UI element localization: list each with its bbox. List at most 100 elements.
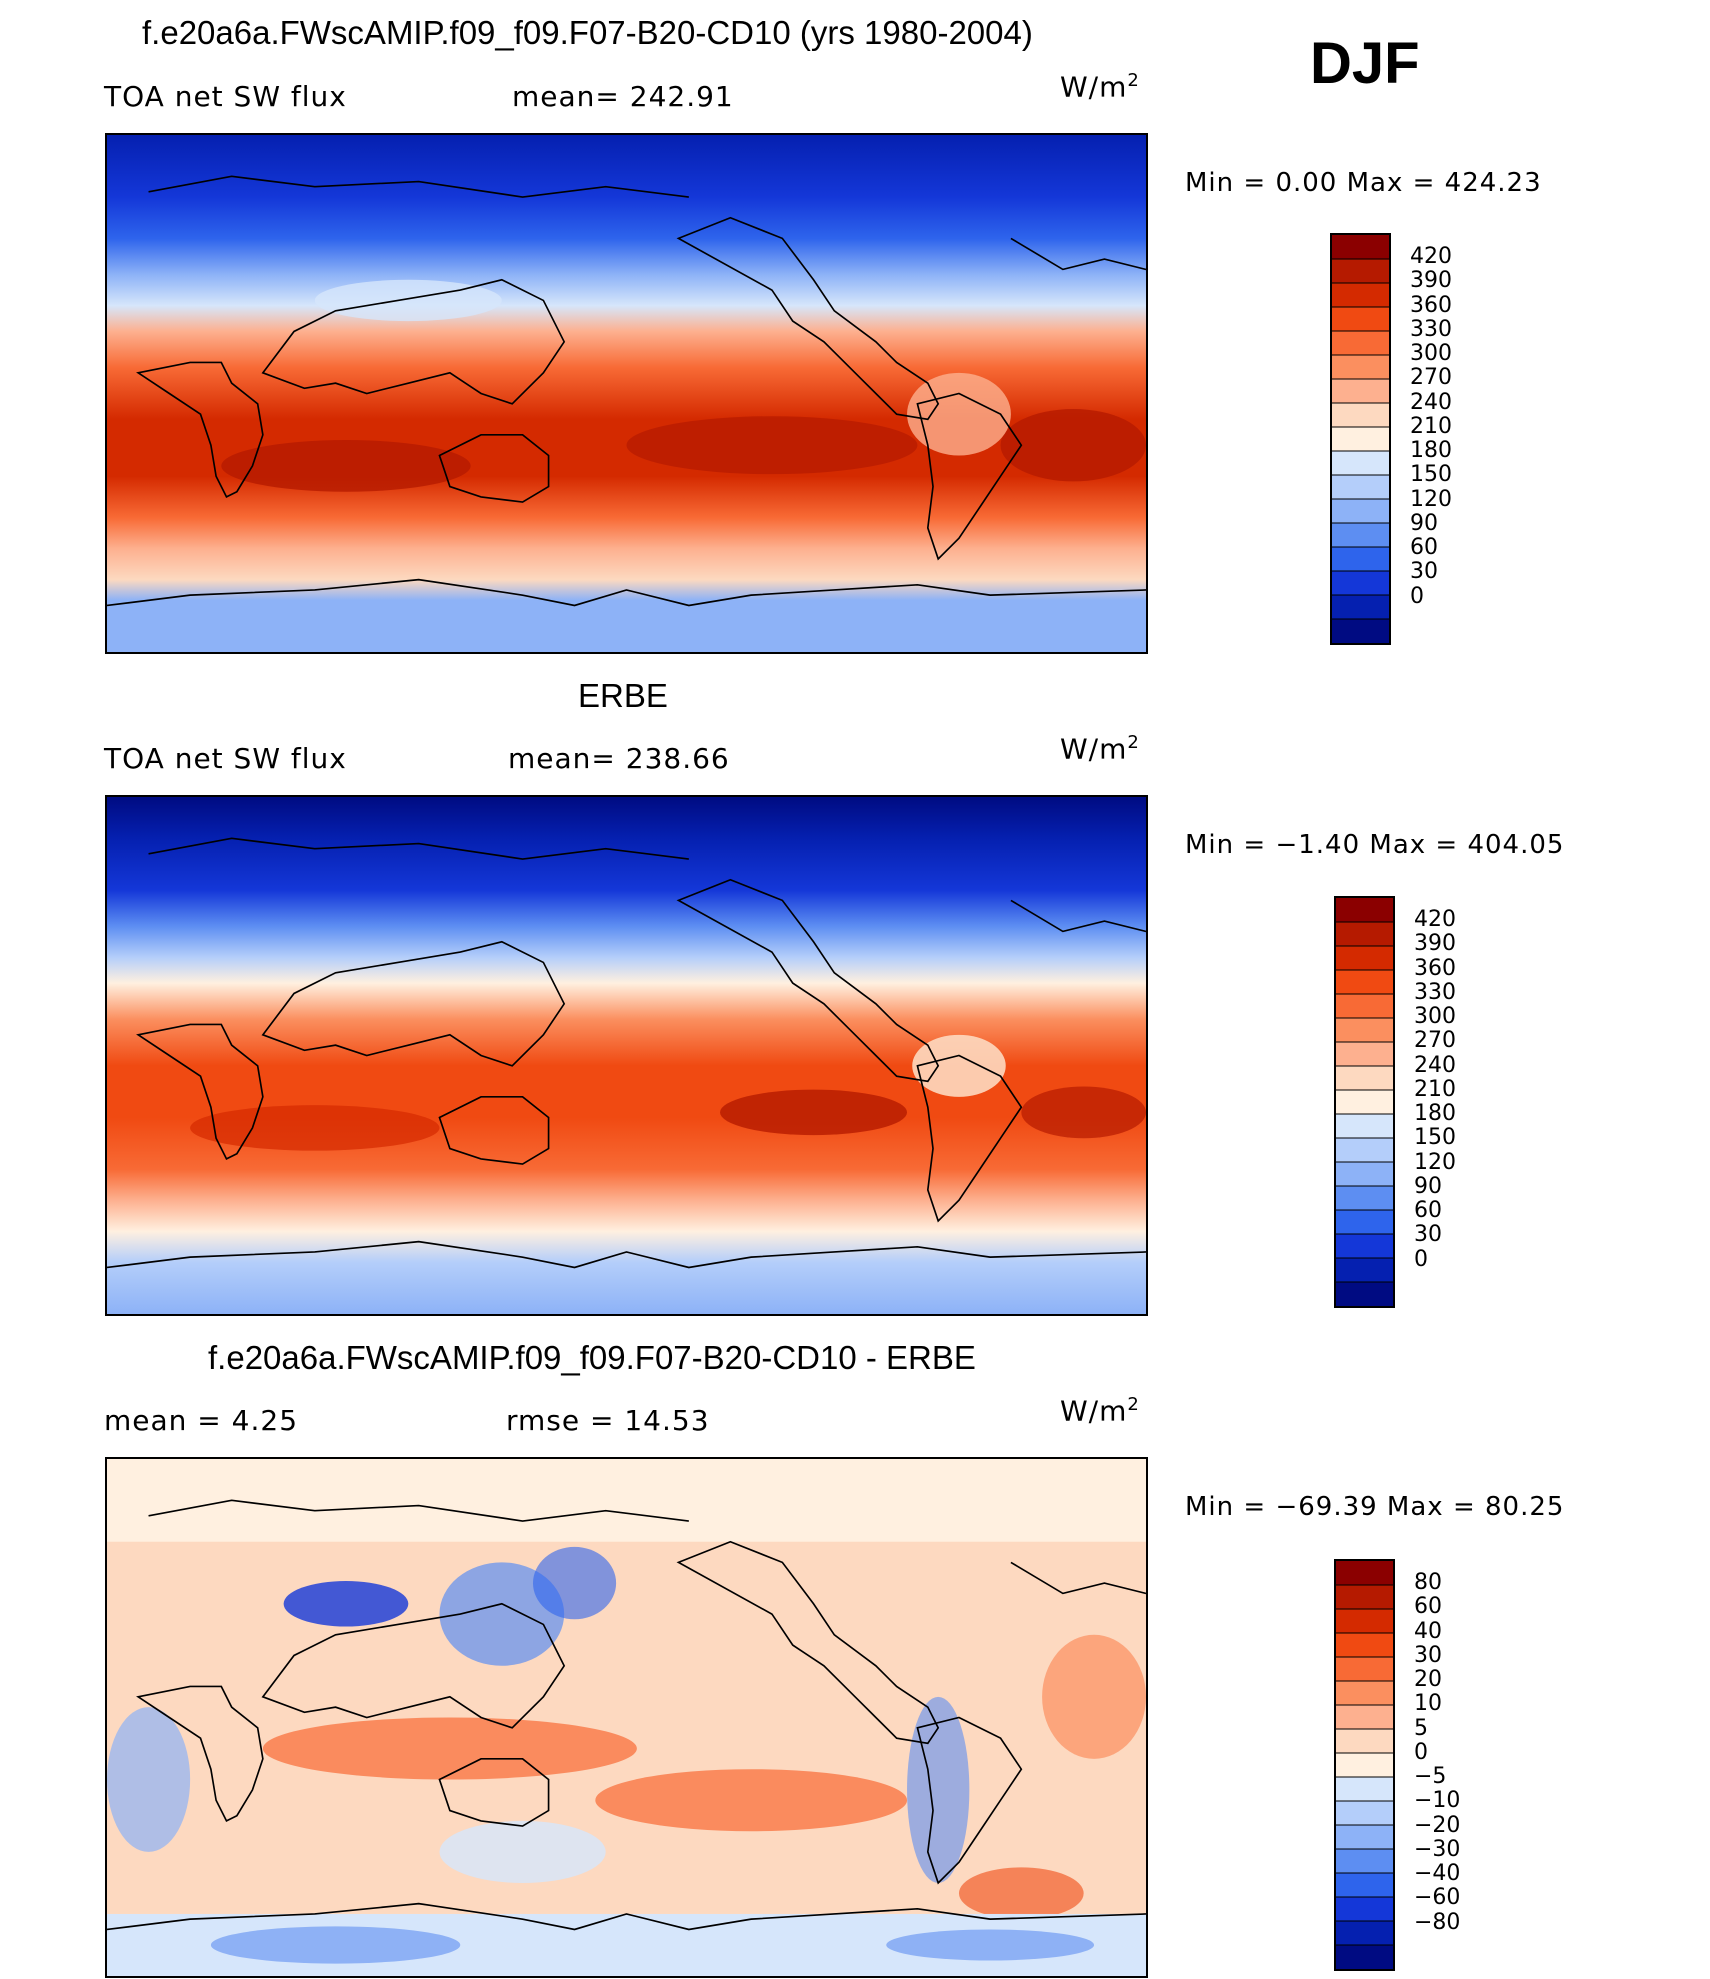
colorbar-label: 30 xyxy=(1414,1642,1442,1668)
panel-3-map xyxy=(105,1457,1148,1978)
colorbar-label: −30 xyxy=(1414,1836,1461,1862)
panel-2-title: ERBE xyxy=(578,677,668,714)
colorbar-swatch xyxy=(1332,571,1389,596)
colorbar-label: 210 xyxy=(1410,413,1452,439)
colorbar-swatch xyxy=(1336,1729,1393,1754)
units-exponent: 2 xyxy=(1127,1394,1140,1415)
panel-1-title: f.e20a6a.FWscAMIP.f09_f09.F07-B20-CD10 (… xyxy=(142,14,1033,51)
panel-1-map-canvas xyxy=(107,135,1146,652)
panel-2-colorbar xyxy=(1334,896,1395,1308)
panel-3-colorbar xyxy=(1334,1559,1395,1971)
colorbar-label: 10 xyxy=(1414,1691,1442,1717)
colorbar-swatch xyxy=(1336,1258,1393,1283)
panel-2-units: W/m2 xyxy=(1060,732,1140,765)
panel-2-variable-label: TOA net SW flux xyxy=(104,742,347,775)
panel-2-map-canvas xyxy=(107,797,1146,1314)
colorbar-swatch xyxy=(1332,427,1389,452)
colorbar-label: −60 xyxy=(1414,1885,1461,1911)
panel-1-mean-label: mean= 242.91 xyxy=(512,80,734,113)
colorbar-swatch xyxy=(1336,1210,1393,1235)
colorbar-swatch xyxy=(1336,1282,1393,1306)
panel-3-coastlines xyxy=(107,1499,1146,1931)
colorbar-swatch xyxy=(1336,1162,1393,1187)
colorbar-swatch xyxy=(1336,970,1393,995)
colorbar-label: 120 xyxy=(1410,486,1452,512)
panel-2-coastlines xyxy=(107,837,1146,1269)
colorbar-label: −5 xyxy=(1414,1764,1447,1790)
colorbar-swatch xyxy=(1332,499,1389,524)
colorbar-label: 360 xyxy=(1410,292,1452,318)
colorbar-label: −80 xyxy=(1414,1909,1461,1935)
colorbar-swatch xyxy=(1336,1186,1393,1211)
colorbar-swatch xyxy=(1336,946,1393,971)
panel-3-minmax: Min = −69.39 Max = 80.25 xyxy=(1185,1492,1565,1522)
colorbar-label: 240 xyxy=(1410,389,1452,415)
colorbar-swatch xyxy=(1336,1090,1393,1115)
panel-3-map-canvas xyxy=(107,1459,1146,1976)
colorbar-label: 60 xyxy=(1410,535,1438,561)
colorbar-label: 420 xyxy=(1414,907,1456,933)
colorbar-label: 40 xyxy=(1414,1618,1442,1644)
panel-3-colorbar-swatches xyxy=(1336,1561,1393,1969)
colorbar-swatch xyxy=(1336,898,1393,923)
units-base: W/m xyxy=(1060,70,1128,104)
colorbar-swatch xyxy=(1332,451,1389,476)
colorbar-label: 90 xyxy=(1414,1173,1442,1199)
colorbar-label: 390 xyxy=(1414,931,1456,957)
colorbar-label: 120 xyxy=(1414,1149,1456,1175)
colorbar-label: 30 xyxy=(1414,1222,1442,1248)
colorbar-swatch xyxy=(1332,547,1389,572)
colorbar-label: 300 xyxy=(1414,1004,1456,1030)
colorbar-label: 270 xyxy=(1410,365,1452,391)
colorbar-swatch xyxy=(1332,283,1389,308)
panel-1-units: W/m2 xyxy=(1060,70,1140,103)
colorbar-label: 0 xyxy=(1414,1739,1428,1765)
panel-1-minmax: Min = 0.00 Max = 424.23 xyxy=(1185,168,1542,198)
colorbar-swatch xyxy=(1336,1585,1393,1610)
colorbar-swatch xyxy=(1336,1921,1393,1946)
colorbar-label: 0 xyxy=(1414,1246,1428,1272)
colorbar-label: 270 xyxy=(1414,1028,1456,1054)
colorbar-swatch xyxy=(1336,1561,1393,1586)
colorbar-swatch xyxy=(1332,595,1389,620)
panel-1-colorbar xyxy=(1330,233,1391,645)
panel-2-colorbar-swatches xyxy=(1336,898,1393,1306)
colorbar-label: 150 xyxy=(1414,1125,1456,1151)
colorbar-swatch xyxy=(1332,307,1389,332)
colorbar-swatch xyxy=(1332,523,1389,548)
colorbar-swatch xyxy=(1336,1042,1393,1067)
colorbar-swatch xyxy=(1336,1753,1393,1778)
panel-1-colorbar-swatches xyxy=(1332,235,1389,643)
panel-1-map xyxy=(105,133,1148,654)
colorbar-label: 30 xyxy=(1410,559,1438,585)
colorbar-label: 180 xyxy=(1410,438,1452,464)
colorbar-label: 80 xyxy=(1414,1570,1442,1596)
colorbar-swatch xyxy=(1332,619,1389,643)
season-label: DJF xyxy=(1310,31,1420,96)
panel-3-mean-label: mean = 4.25 xyxy=(104,1404,299,1437)
panel-1-coastlines xyxy=(107,175,1146,607)
colorbar-label: 180 xyxy=(1414,1101,1456,1127)
colorbar-label: 240 xyxy=(1414,1052,1456,1078)
panel-3-rmse-label: rmse = 14.53 xyxy=(506,1404,710,1437)
panel-2-minmax: Min = −1.40 Max = 404.05 xyxy=(1185,830,1565,860)
colorbar-swatch xyxy=(1332,379,1389,404)
colorbar-swatch xyxy=(1336,1873,1393,1898)
colorbar-swatch xyxy=(1336,1897,1393,1922)
panel-3-units: W/m2 xyxy=(1060,1394,1140,1427)
colorbar-swatch xyxy=(1336,1633,1393,1658)
colorbar-swatch xyxy=(1336,1681,1393,1706)
colorbar-label: 60 xyxy=(1414,1594,1442,1620)
colorbar-swatch xyxy=(1336,1138,1393,1163)
colorbar-swatch xyxy=(1336,1801,1393,1826)
colorbar-swatch xyxy=(1332,403,1389,428)
colorbar-label: −20 xyxy=(1414,1812,1461,1838)
colorbar-swatch xyxy=(1332,259,1389,284)
colorbar-swatch xyxy=(1336,1777,1393,1802)
colorbar-label: 20 xyxy=(1414,1667,1442,1693)
colorbar-label: 390 xyxy=(1410,268,1452,294)
panel-2-map xyxy=(105,795,1148,1316)
colorbar-swatch xyxy=(1336,1234,1393,1259)
colorbar-swatch xyxy=(1332,331,1389,356)
colorbar-swatch xyxy=(1336,1849,1393,1874)
